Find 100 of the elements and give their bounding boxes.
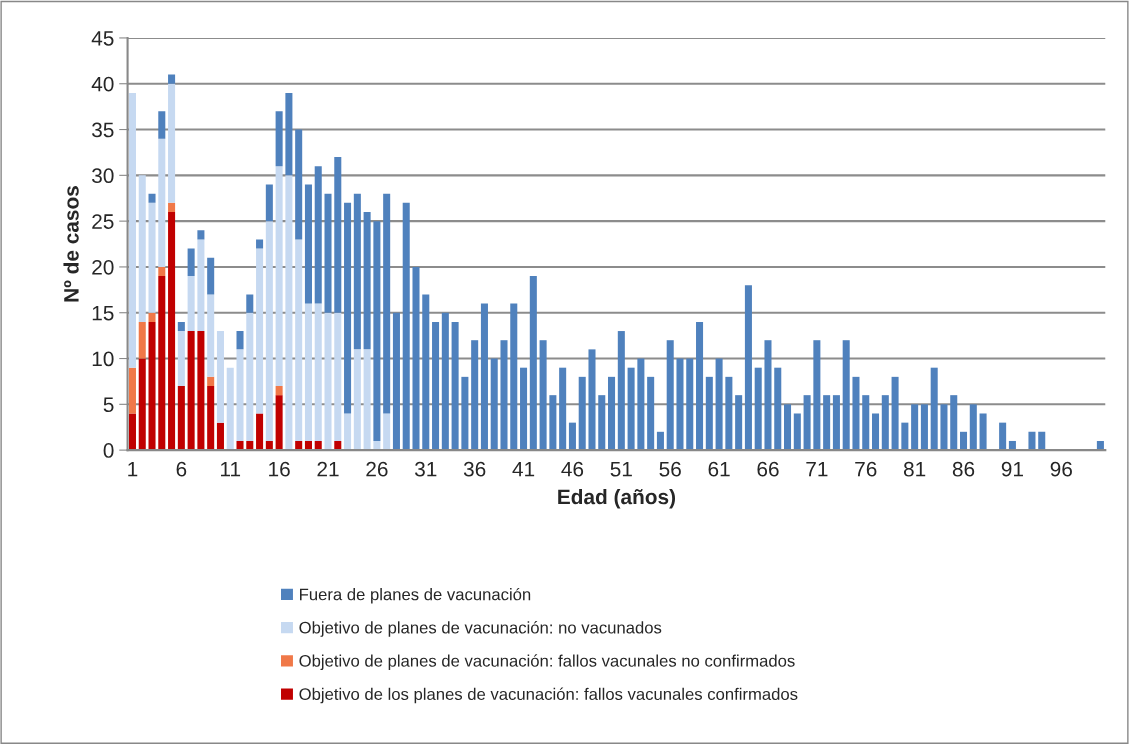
bar	[451, 321, 459, 451]
legend-label: Objetivo de planes de vacunación: no vacunados	[299, 621, 662, 637]
x-tick-label: 71	[806, 462, 828, 477]
bar	[353, 193, 361, 350]
bar	[334, 157, 342, 313]
bar	[216, 422, 224, 451]
bar	[256, 239, 264, 249]
bar	[842, 340, 850, 451]
y-tick-label: 25	[92, 214, 114, 229]
bar	[304, 184, 312, 304]
bar	[627, 367, 635, 451]
bar	[197, 230, 205, 240]
bar	[197, 331, 205, 451]
bar	[128, 92, 136, 368]
y-tick-label: 5	[103, 397, 114, 413]
bar	[285, 92, 293, 176]
bar	[911, 404, 919, 451]
x-tick-label: 46	[561, 461, 584, 477]
x-tick-label: 6	[176, 461, 187, 477]
bar	[969, 404, 977, 451]
y-tick-label: 35	[92, 122, 114, 138]
bar	[891, 376, 899, 451]
bar	[295, 239, 303, 441]
bar	[236, 440, 244, 451]
bar	[735, 395, 743, 451]
bar	[383, 413, 391, 451]
bar	[823, 395, 831, 451]
x-tick-label: 81	[903, 461, 926, 477]
x-tick-label: 76	[855, 461, 877, 477]
bar	[461, 376, 469, 451]
bar	[559, 367, 567, 451]
bar	[158, 111, 166, 139]
bar	[226, 367, 234, 451]
bar	[412, 266, 420, 451]
x-tick-label: 56	[659, 461, 681, 477]
bar	[852, 376, 860, 451]
bar	[177, 321, 185, 332]
bar	[441, 312, 449, 451]
bar	[158, 276, 166, 451]
bar	[666, 340, 674, 451]
bar	[940, 404, 948, 451]
bar	[168, 74, 176, 84]
bar	[353, 349, 361, 451]
bar	[999, 422, 1007, 451]
bar	[637, 358, 645, 451]
bar	[490, 358, 498, 451]
bar	[862, 395, 870, 451]
bar	[881, 395, 889, 451]
bar	[168, 83, 176, 203]
bar	[216, 331, 224, 423]
bar	[168, 202, 176, 212]
bar	[275, 111, 283, 167]
bar	[392, 312, 400, 451]
bar	[1038, 431, 1046, 451]
bar	[265, 221, 273, 441]
bar	[588, 349, 596, 451]
bar	[696, 321, 704, 451]
legend-label: Objetivo de los planes de vacunación: fallos vacunales confirmados	[299, 687, 798, 704]
x-tick-label: 41	[512, 462, 535, 477]
y-tick-label: 40	[91, 76, 114, 92]
x-tick-label: 96	[1050, 461, 1072, 477]
x-tick-label: 86	[952, 461, 975, 477]
bar	[598, 395, 606, 451]
bar	[275, 395, 283, 451]
bar	[608, 376, 616, 451]
bar	[207, 257, 215, 295]
bar	[960, 431, 968, 451]
bar	[236, 331, 244, 350]
x-tick-label: 36	[463, 461, 486, 477]
bar	[979, 413, 987, 451]
bar	[784, 404, 792, 451]
y-tick-label: 15	[92, 305, 114, 321]
bar	[920, 404, 928, 451]
bar	[148, 321, 156, 451]
bar	[715, 358, 723, 451]
bar	[236, 349, 244, 441]
bar	[314, 166, 322, 304]
y-tick-label: 10	[92, 351, 114, 367]
bar	[568, 422, 576, 451]
legend-label: Fuera de planes de vacunación	[300, 587, 531, 604]
bar	[344, 202, 352, 414]
bar	[295, 129, 303, 240]
bar	[304, 303, 312, 441]
bar	[686, 358, 694, 451]
bar	[402, 202, 410, 451]
x-tick-label: 66	[757, 461, 779, 477]
bar	[148, 202, 156, 313]
bar	[539, 340, 547, 451]
legend-label: Objetivo de planes de vacunación: fallos vacunales no confirmados	[299, 654, 795, 671]
bar	[187, 248, 195, 277]
bar	[324, 312, 332, 451]
x-tick-label: 51	[610, 462, 632, 477]
bar	[832, 395, 840, 451]
bar	[256, 248, 264, 414]
y-tick-label: 20	[92, 259, 114, 275]
x-tick-label: 21	[317, 461, 339, 477]
bar	[373, 221, 381, 441]
bar	[363, 349, 371, 451]
bar	[529, 276, 537, 451]
bar	[324, 193, 332, 313]
